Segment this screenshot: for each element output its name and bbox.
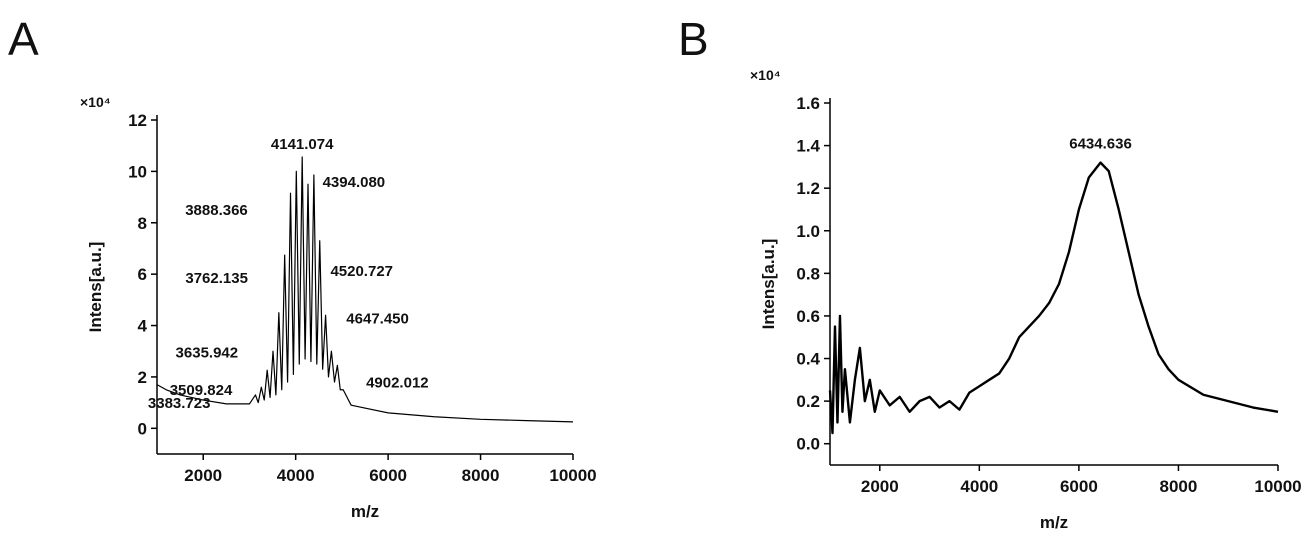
y-tick-label: 0.4 (796, 350, 820, 369)
peak-label: 4394.080 (323, 174, 386, 191)
y-tick-label: 0 (138, 419, 147, 438)
spectrum-line (828, 161, 1279, 435)
peak-label: 3635.942 (176, 345, 239, 362)
x-tick-label: 10000 (1254, 477, 1301, 496)
y-tick-label: 0.6 (796, 307, 820, 326)
x-tick-label: 6000 (1060, 477, 1098, 496)
x-tick-label: 6000 (369, 466, 407, 485)
y-tick-label: 1.0 (796, 222, 820, 241)
peak-label: 4520.727 (330, 263, 393, 280)
y-tick-label: 1.6 (796, 94, 820, 113)
y-tick-label: 2 (138, 368, 147, 387)
y-axis-label: Intens[a.u.] (759, 239, 778, 330)
x-tick-label: 4000 (277, 466, 315, 485)
y-tick-label: 1.4 (796, 137, 820, 156)
panel-letter: B (678, 13, 709, 65)
x-tick-label: 2000 (184, 466, 222, 485)
y-tick-label: 0.2 (796, 392, 820, 411)
x-axis-label: m/z (351, 502, 379, 521)
x-tick-label: 8000 (1160, 477, 1198, 496)
x-tick-label: 2000 (861, 477, 899, 496)
multiplier: ×10⁴ (750, 67, 781, 83)
y-tick-label: 4 (138, 317, 148, 336)
peak-label: 6434.636 (1069, 136, 1132, 153)
x-tick-label: 10000 (549, 466, 596, 485)
peak-label: 3509.824 (170, 382, 233, 399)
x-tick-label: 4000 (960, 477, 998, 496)
y-tick-label: 1.2 (796, 179, 820, 198)
peak-label: 4902.012 (366, 374, 429, 391)
x-tick-label: 8000 (462, 466, 500, 485)
y-tick-label: 6 (138, 265, 147, 284)
spectrum-line (156, 156, 574, 423)
y-tick-label: 0.8 (796, 264, 820, 283)
peak-label: 3383.723 (148, 395, 211, 412)
x-axis-label: m/z (1040, 513, 1068, 532)
y-tick-label: 12 (128, 111, 147, 130)
peak-label: 4647.450 (346, 310, 409, 327)
peak-label: 3888.366 (185, 202, 248, 219)
multiplier: ×10⁴ (80, 94, 111, 110)
peak-label: 3762.135 (185, 270, 248, 287)
y-tick-label: 10 (128, 162, 147, 181)
y-tick-label: 0.0 (796, 435, 820, 454)
panel-letter: A (8, 13, 39, 65)
y-axis-label: Intens[a.u.] (86, 242, 105, 333)
y-tick-label: 8 (138, 214, 147, 233)
peak-label: 4141.074 (271, 136, 334, 153)
